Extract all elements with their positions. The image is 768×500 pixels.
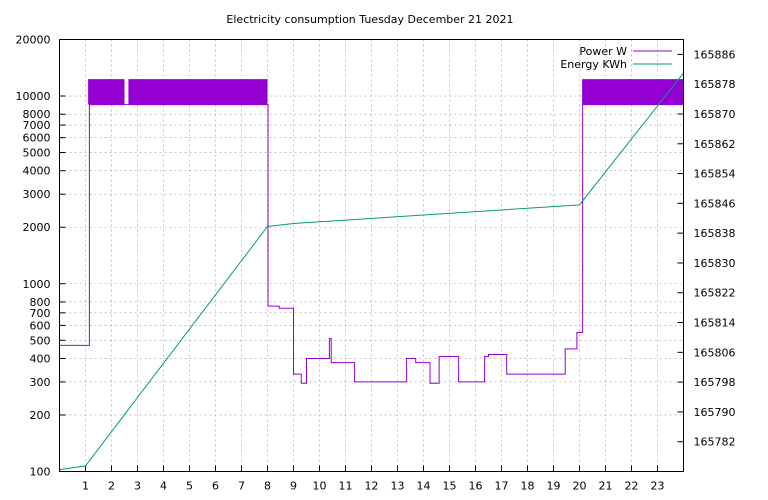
x-tick-label: 21 (599, 480, 613, 493)
power-band (582, 79, 684, 105)
y2-tick-label: 165814 (694, 317, 736, 330)
y-tick-label: 4000 (23, 165, 51, 178)
y-tick-label: 8000 (23, 108, 51, 121)
y2-tick-label: 165846 (694, 197, 736, 210)
y-tick-label: 400 (30, 352, 51, 365)
chart-title: Electricity consumption Tuesday December… (226, 13, 513, 26)
plot-series (59, 72, 684, 471)
x-tick-label: 8 (264, 480, 271, 493)
y2-tick-label: 165862 (694, 138, 736, 151)
y-tick-label: 3000 (23, 188, 51, 201)
y-tick-label: 100 (30, 466, 51, 479)
x-tick-label: 16 (469, 480, 483, 493)
x-tick-label: 9 (290, 480, 297, 493)
y-tick-label: 300 (30, 376, 51, 389)
x-tick-label: 10 (313, 480, 327, 493)
y-tick-label: 5000 (23, 147, 51, 160)
y-tick-label: 20000 (16, 34, 51, 47)
x-tick-label: 14 (417, 480, 431, 493)
x-tick-label: 3 (134, 480, 141, 493)
y2-tick-label: 165854 (694, 168, 736, 181)
grid-lines (59, 39, 684, 472)
x-tick-label: 11 (339, 480, 353, 493)
y-tick-label: 7000 (23, 119, 51, 132)
x-tick-label: 12 (365, 480, 379, 493)
y2-tick-label: 165790 (694, 406, 736, 419)
y-tick-label: 700 (30, 307, 51, 320)
y-tick-label: 800 (30, 296, 51, 309)
y2-tick-label: 165878 (694, 78, 736, 91)
x-tick-label: 13 (391, 480, 405, 493)
x-tick-label: 20 (573, 480, 587, 493)
legend: Power W Energy KWh (560, 45, 672, 71)
plot-frame (59, 39, 684, 472)
y-tick-label: 10000 (16, 90, 51, 103)
y-tick-label: 500 (30, 334, 51, 347)
y2-tick-label: 165806 (694, 346, 736, 359)
x-tick-label: 6 (212, 480, 219, 493)
legend-energy-label: Energy KWh (560, 58, 627, 71)
y2-tick-label: 165798 (694, 376, 736, 389)
y-tick-label: 6000 (23, 132, 51, 145)
x-tick-label: 15 (443, 480, 457, 493)
y2-tick-label: 165838 (694, 227, 736, 240)
x-tick-label: 23 (651, 480, 665, 493)
y2-tick-label: 165870 (694, 108, 736, 121)
x-tick-label: 22 (625, 480, 639, 493)
x-tick-label: 4 (160, 480, 167, 493)
y2-tick-label: 165886 (694, 48, 736, 61)
x-tick-label: 2 (108, 480, 115, 493)
legend-power-label: Power W (579, 45, 627, 58)
x-tick-label: 19 (547, 480, 561, 493)
y-tick-label: 2000 (23, 221, 51, 234)
y-tick-label: 200 (30, 409, 51, 422)
power-band (128, 79, 268, 105)
x-tick-label: 7 (238, 480, 245, 493)
y2-tick-label: 165782 (694, 436, 736, 449)
x-tick-label: 1 (82, 480, 89, 493)
power-band (88, 79, 125, 105)
x-tick-label: 18 (521, 480, 535, 493)
y-tick-label: 1000 (23, 278, 51, 291)
axis-ticks: 1 2 3 4 5 6 7 8 9 10 11 12 13 14 15 16 17 18 19 20 21 22 23100… (16, 34, 736, 493)
energy-series-line (59, 72, 684, 471)
x-tick-label: 5 (186, 480, 193, 493)
x-tick-label: 17 (495, 480, 509, 493)
power-series-line (59, 104, 684, 384)
y-tick-label: 600 (30, 319, 51, 332)
y2-tick-label: 165822 (694, 287, 736, 300)
y2-tick-label: 165830 (694, 257, 736, 270)
